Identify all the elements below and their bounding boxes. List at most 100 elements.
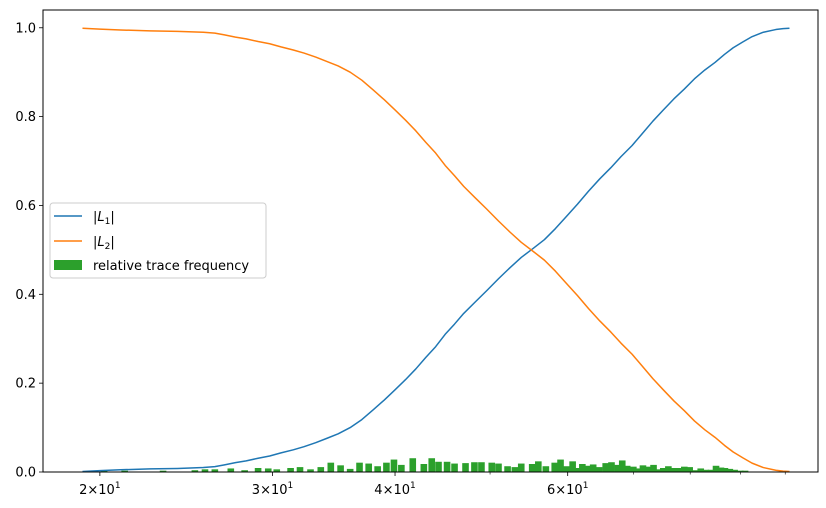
bar	[471, 462, 478, 472]
bar	[420, 464, 428, 472]
y-tick-label: 1.0	[15, 21, 36, 36]
bar	[589, 464, 597, 472]
bar	[390, 459, 398, 472]
bar	[562, 466, 570, 472]
bar	[398, 464, 405, 472]
bar	[635, 468, 643, 472]
y-tick-label: 0.8	[15, 110, 36, 125]
bar	[383, 462, 390, 472]
bar	[307, 469, 314, 472]
bar	[528, 464, 536, 472]
bar	[557, 459, 564, 472]
lines-layer	[82, 27, 790, 473]
bar	[608, 462, 615, 472]
bar	[630, 466, 637, 472]
bar	[584, 465, 592, 472]
y-tick-label: 0.4	[15, 288, 36, 303]
series-line-l2	[82, 27, 790, 473]
bar	[702, 469, 710, 472]
bar	[697, 468, 705, 472]
legend-label-bars: relative trace frequency	[93, 259, 249, 274]
bar	[488, 462, 496, 472]
bar	[569, 461, 576, 472]
legend: |L1| |L2| relative trace frequency	[49, 202, 267, 279]
x-tick-label: 4×101	[374, 481, 415, 498]
legend-label-l2: |L2|	[93, 235, 115, 252]
bar	[675, 468, 682, 472]
bar	[317, 467, 325, 472]
bar	[462, 463, 469, 472]
bar	[669, 468, 677, 472]
bar	[623, 465, 631, 472]
bar	[517, 463, 525, 472]
bar	[721, 468, 729, 472]
bar	[296, 467, 304, 472]
bar	[254, 468, 262, 472]
bar	[511, 467, 519, 472]
y-tick-label: 0.2	[15, 377, 36, 392]
bar	[650, 464, 657, 472]
x-tick-label: 2×101	[79, 481, 120, 498]
bar	[227, 468, 235, 472]
bar	[717, 467, 725, 472]
bar	[428, 458, 436, 472]
bar	[273, 469, 281, 472]
bar	[639, 465, 647, 472]
bar	[264, 468, 272, 472]
bar	[574, 468, 581, 472]
y-tick-label: 0.0	[15, 466, 36, 481]
bar	[504, 466, 511, 472]
bar	[409, 458, 417, 472]
bar	[726, 468, 734, 472]
x-tick-label: 6×101	[547, 481, 588, 498]
bar	[100, 470, 108, 472]
bar	[731, 469, 738, 472]
bar	[535, 461, 542, 472]
bar	[618, 460, 626, 472]
legend-l2-subscript: 2	[105, 242, 111, 252]
bar	[741, 470, 749, 472]
bar	[365, 463, 372, 472]
bar	[443, 461, 451, 472]
bar	[602, 463, 609, 472]
bar	[644, 466, 652, 472]
legend-label-l1: |L1|	[93, 210, 115, 227]
bar	[686, 467, 693, 472]
bar	[337, 465, 344, 472]
legend-l2-pre: |	[93, 235, 97, 250]
bar	[327, 462, 335, 472]
bar	[346, 468, 354, 472]
legend-l2-post: |	[110, 235, 114, 250]
x-tick-label: 3×101	[252, 481, 293, 498]
bar	[478, 462, 485, 472]
bar	[542, 466, 550, 472]
bar	[495, 463, 502, 472]
bar	[211, 469, 219, 472]
bar	[451, 463, 458, 472]
bar	[121, 470, 128, 472]
legend-l1-pre: |	[93, 210, 97, 225]
legend-box	[49, 202, 267, 279]
x-axis: 2×101 3×101 4×101 6×101	[79, 472, 786, 498]
plot-frame	[42, 9, 819, 473]
bar	[159, 470, 167, 472]
y-axis: 0.0 0.2 0.4 0.6 0.8 1.0	[15, 21, 43, 481]
bar	[654, 469, 662, 472]
bar	[659, 468, 667, 472]
bar	[737, 470, 744, 472]
bar	[707, 469, 715, 472]
legend-swatch-bars	[54, 260, 82, 270]
bar	[595, 467, 603, 472]
legend-l1-symbol: L	[97, 210, 104, 225]
bar	[287, 468, 294, 472]
bar	[579, 464, 586, 472]
y-tick-label: 0.6	[15, 199, 36, 214]
bar	[374, 466, 381, 472]
bar	[356, 462, 363, 472]
legend-l2-symbol: L	[97, 235, 104, 250]
bar	[681, 466, 688, 472]
legend-l1-subscript: 1	[105, 217, 111, 227]
bars-layer	[87, 458, 749, 472]
bar	[712, 465, 720, 472]
